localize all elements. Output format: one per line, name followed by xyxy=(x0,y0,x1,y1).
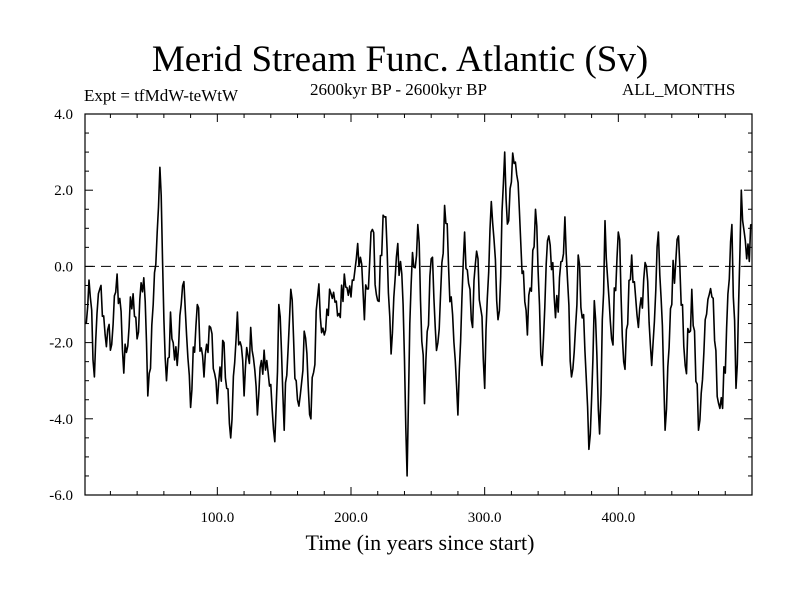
x-tick-label: 300.0 xyxy=(468,510,502,526)
plot-frame xyxy=(84,113,753,496)
x-tick-label: 200.0 xyxy=(334,510,368,526)
x-tick-labels: 100.0 200.0 300.0 400.0 xyxy=(200,510,635,526)
x-axis-label: Time (in years since start) xyxy=(305,530,535,555)
x-tick-label: 400.0 xyxy=(601,510,635,526)
y-tick-label: 4.0 xyxy=(54,107,73,123)
series-line xyxy=(84,151,753,477)
y-tick-label: 2.0 xyxy=(54,183,73,199)
chart-subtitle-center: 2600kyr BP - 2600kyr BP xyxy=(310,80,487,99)
y-tick-label: -2.0 xyxy=(49,336,73,352)
y-tick-label: -4.0 xyxy=(49,412,73,428)
chart-subtitle-right: ALL_MONTHS xyxy=(622,80,736,99)
chart-title: Merid Stream Func. Atlantic (Sv) xyxy=(151,39,649,80)
y-tick-label: 0.0 xyxy=(54,259,73,275)
chart-subtitle-left: Expt = tfMdW-teWtW xyxy=(84,86,239,105)
y-tick-labels: -6.0 -4.0 -2.0 0.0 2.0 4.0 xyxy=(49,107,73,504)
x-tick-label: 100.0 xyxy=(200,510,234,526)
y-tick-label: -6.0 xyxy=(49,488,73,504)
